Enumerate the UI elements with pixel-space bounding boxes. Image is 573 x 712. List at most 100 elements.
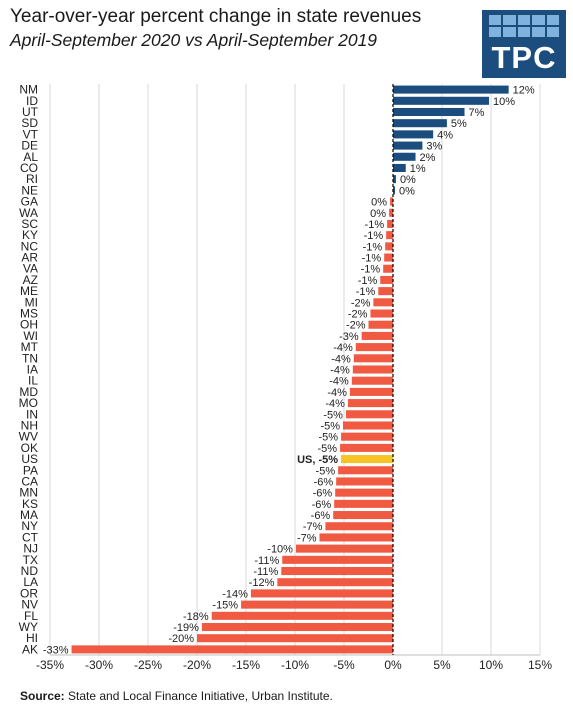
bar — [347, 399, 393, 408]
chart-title: Year-over-year percent change in state r… — [10, 6, 422, 27]
data-label: -5% — [318, 432, 338, 444]
data-label: -7% — [303, 521, 323, 533]
category-label: TN — [22, 351, 38, 365]
bar — [352, 365, 393, 374]
category-label: AL — [23, 150, 38, 164]
data-label: -7% — [297, 532, 317, 544]
bar — [338, 466, 393, 475]
category-label: MA — [20, 508, 38, 522]
category-label: CT — [22, 530, 39, 544]
data-label: -1% — [365, 219, 385, 231]
category-label: GA — [21, 195, 38, 209]
x-tick-label: 10% — [479, 658, 503, 672]
category-label: CA — [21, 474, 38, 488]
data-label: -4% — [327, 387, 347, 399]
data-label: -14% — [222, 588, 248, 600]
bar — [378, 287, 393, 296]
data-label: -1% — [358, 275, 378, 287]
bar — [393, 186, 395, 195]
category-label: MS — [20, 307, 38, 321]
category-label: NE — [21, 183, 38, 197]
data-label: 0% — [400, 174, 416, 186]
source-text: State and Local Finance Initiative, Urba… — [68, 689, 333, 703]
bar — [250, 589, 393, 598]
bar — [325, 522, 393, 531]
data-label: -5% — [320, 420, 340, 432]
bar — [241, 600, 393, 609]
data-label: -4% — [333, 342, 353, 354]
bar-chart: -35% -30% -25% -20% -15% -10% -5% 0% 5% 10% 15% NM 1… — [19, 83, 553, 672]
data-label: -11% — [254, 555, 279, 567]
category-label: KS — [22, 497, 38, 511]
data-label: -3% — [339, 331, 359, 343]
data-label: -4% — [329, 376, 349, 388]
bar — [393, 163, 406, 173]
x-tick-label: -30% — [85, 658, 113, 672]
bar — [277, 578, 393, 587]
category-label: ID — [26, 94, 38, 108]
x-tick-label: -15% — [232, 658, 260, 672]
category-label: WA — [19, 206, 38, 220]
data-label: -4% — [330, 365, 350, 377]
logo-grid-icon — [489, 15, 559, 37]
x-tick-label: -5% — [333, 658, 355, 672]
bar — [393, 119, 447, 128]
category-label: OK — [21, 441, 38, 455]
category-label: CO — [20, 161, 38, 175]
data-label: -12% — [249, 577, 275, 589]
bar — [351, 376, 393, 385]
bar — [393, 141, 423, 150]
bar — [386, 231, 393, 240]
x-tick-label: -20% — [183, 658, 211, 672]
bar — [349, 387, 393, 396]
data-label: -20% — [168, 633, 194, 645]
bar — [341, 455, 393, 464]
category-label: OH — [20, 318, 38, 332]
bar — [368, 320, 393, 329]
data-label: 3% — [426, 141, 442, 153]
data-label: -18% — [183, 611, 209, 623]
tpc-logo: TPC — [482, 10, 566, 78]
bar — [333, 511, 393, 520]
bar — [361, 331, 393, 340]
data-label: -4% — [325, 398, 345, 410]
bar — [355, 343, 393, 352]
bar — [336, 477, 393, 486]
data-label: 0% — [370, 208, 386, 220]
data-label: 2% — [420, 152, 436, 164]
data-label: 4% — [437, 129, 453, 141]
bar — [393, 130, 434, 139]
category-label: WV — [19, 430, 38, 444]
data-label: -6% — [314, 476, 334, 488]
category-label: WI — [23, 329, 38, 343]
category-label: RI — [26, 172, 38, 186]
bar — [201, 622, 393, 632]
category-label: SC — [21, 217, 38, 231]
data-label: -1% — [363, 241, 383, 253]
bar — [197, 634, 393, 643]
category-label: ME — [20, 284, 38, 298]
data-label: -2% — [351, 297, 371, 309]
data-label: -5% — [316, 465, 336, 477]
bar — [345, 410, 393, 419]
bar — [389, 208, 393, 217]
data-label: -10% — [267, 544, 293, 556]
source-label: Source: — [20, 689, 65, 703]
category-label: KY — [22, 228, 38, 242]
data-label: -4% — [331, 353, 351, 365]
data-label: -1% — [361, 264, 381, 276]
category-label: TX — [23, 553, 38, 567]
category-label: AR — [21, 251, 38, 265]
bar — [387, 219, 393, 228]
category-label: IA — [27, 363, 38, 377]
category-label: VT — [23, 127, 39, 141]
bar — [380, 275, 393, 284]
category-label: NV — [21, 598, 38, 612]
bar — [370, 309, 393, 318]
data-label: 7% — [469, 107, 485, 119]
data-label: -2% — [346, 320, 366, 332]
data-label: 0% — [399, 185, 415, 197]
data-label: -1% — [364, 230, 384, 242]
x-tick-label: 5% — [433, 658, 451, 672]
bar — [334, 499, 393, 508]
